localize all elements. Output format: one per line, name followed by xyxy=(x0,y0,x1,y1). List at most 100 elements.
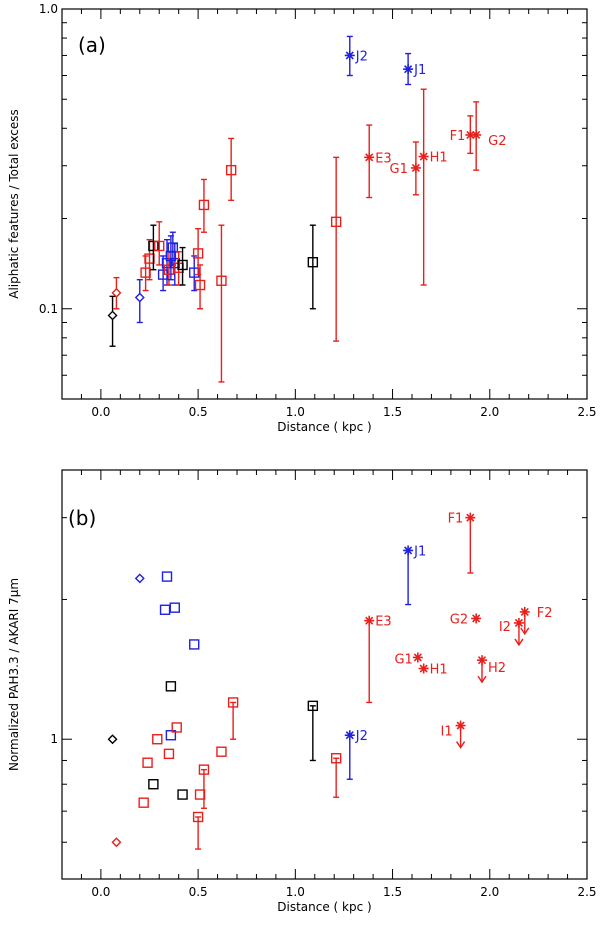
square-marker xyxy=(154,240,165,252)
data-point xyxy=(330,156,342,342)
square-marker xyxy=(163,264,175,275)
upper-limit-arrowhead xyxy=(456,741,466,749)
data-point xyxy=(107,734,118,745)
diamond-marker xyxy=(111,837,122,848)
upper-limit-arrowhead xyxy=(477,675,487,684)
panel-a-ylabel: Aliphatic features / Total excess xyxy=(7,109,21,299)
data-point xyxy=(192,227,204,276)
point-label: J2 xyxy=(355,49,368,64)
diamond-marker xyxy=(134,292,145,303)
diamond-marker xyxy=(107,310,118,321)
square-marker xyxy=(194,789,206,800)
square-marker xyxy=(148,240,159,252)
x-tick-label: 2.5 xyxy=(577,405,596,419)
panel-a-letter: (a) xyxy=(78,33,106,57)
data-point xyxy=(165,681,177,692)
x-tick-label: 2.5 xyxy=(577,885,596,899)
point-label: F1 xyxy=(450,129,466,144)
data-point xyxy=(330,753,342,798)
x-tick-label: 0.5 xyxy=(189,405,208,419)
x-tick-label: 1.0 xyxy=(286,885,305,899)
square-marker xyxy=(138,797,149,808)
data-point xyxy=(134,573,145,584)
data-point xyxy=(148,224,159,271)
point-label: J1 xyxy=(413,63,426,78)
data-point xyxy=(216,224,227,383)
data-point-j1: J1 xyxy=(403,52,426,86)
square-marker xyxy=(169,602,180,613)
square-marker xyxy=(165,681,177,692)
square-marker xyxy=(161,571,173,582)
data-point-i1: I1 xyxy=(441,720,466,749)
panel-a-frame xyxy=(61,8,588,400)
upper-limit-arrowhead xyxy=(520,627,530,636)
square-marker xyxy=(177,259,188,271)
data-point-f1: F1 xyxy=(448,512,476,574)
panel-b-xlabel: Distance ( kpc ) xyxy=(277,900,371,914)
panel-b-frame xyxy=(61,469,588,880)
data-point xyxy=(142,757,153,768)
panel-b-ticks: 0.0 0.5 1.0 1.5 2.0 2.5 1 xyxy=(50,470,597,899)
panel-b: 0.0 0.5 1.0 1.5 2.0 2.5 1 J2 E3 J1 G1 H1 I1 F1 G2 H2 I2… xyxy=(7,469,597,914)
square-marker xyxy=(225,164,237,176)
data-point-h1: H1 xyxy=(418,663,448,678)
point-label: I1 xyxy=(441,725,453,740)
data-point xyxy=(307,224,319,310)
square-marker xyxy=(152,734,163,745)
data-point xyxy=(165,730,177,741)
point-label: H1 xyxy=(430,151,448,166)
y-tick-label: 1 xyxy=(50,732,58,746)
diamond-marker xyxy=(134,573,145,584)
data-point xyxy=(163,748,175,760)
x-tick-label: 0.0 xyxy=(91,405,110,419)
data-point-g2: G2 xyxy=(471,101,507,171)
data-point xyxy=(177,789,188,800)
square-marker xyxy=(189,639,200,650)
data-point-f2: F2 xyxy=(519,606,553,636)
data-point xyxy=(194,264,206,310)
data-point xyxy=(161,571,173,582)
square-marker xyxy=(307,700,319,712)
data-point xyxy=(177,246,188,286)
square-marker xyxy=(165,730,177,741)
square-marker xyxy=(192,811,204,823)
diamond-marker xyxy=(111,287,122,298)
square-marker xyxy=(192,248,204,259)
data-point xyxy=(159,604,171,615)
square-marker xyxy=(163,748,175,760)
x-tick-label: 0.5 xyxy=(189,885,208,899)
point-label: G2 xyxy=(488,134,506,149)
data-point xyxy=(152,734,163,745)
data-point-g1: G1 xyxy=(390,141,421,196)
data-point xyxy=(107,295,118,347)
data-point xyxy=(169,602,180,613)
point-label: E3 xyxy=(375,151,392,166)
data-point xyxy=(192,811,204,850)
point-label: G2 xyxy=(450,612,468,627)
x-tick-label: 1.5 xyxy=(383,405,402,419)
data-point xyxy=(225,137,237,202)
point-label: H2 xyxy=(488,661,506,676)
square-marker xyxy=(198,199,210,211)
data-point-j2: J2 xyxy=(344,35,368,77)
data-point xyxy=(171,722,182,733)
data-point xyxy=(194,789,206,800)
square-marker xyxy=(148,779,159,790)
point-label: E3 xyxy=(375,615,392,630)
data-point-j1: J1 xyxy=(403,544,426,606)
data-point xyxy=(198,764,210,809)
square-marker xyxy=(177,789,188,800)
data-point xyxy=(189,639,200,650)
point-label: J1 xyxy=(413,544,426,559)
data-point-i2: I2 xyxy=(499,617,524,647)
data-point xyxy=(138,797,149,808)
data-point xyxy=(111,837,122,848)
y-tick-label: 1.0 xyxy=(39,2,58,16)
data-point-e3: E3 xyxy=(364,615,392,704)
square-marker xyxy=(159,604,171,615)
point-label: G1 xyxy=(390,162,408,177)
data-point-g2: G2 xyxy=(450,612,482,627)
